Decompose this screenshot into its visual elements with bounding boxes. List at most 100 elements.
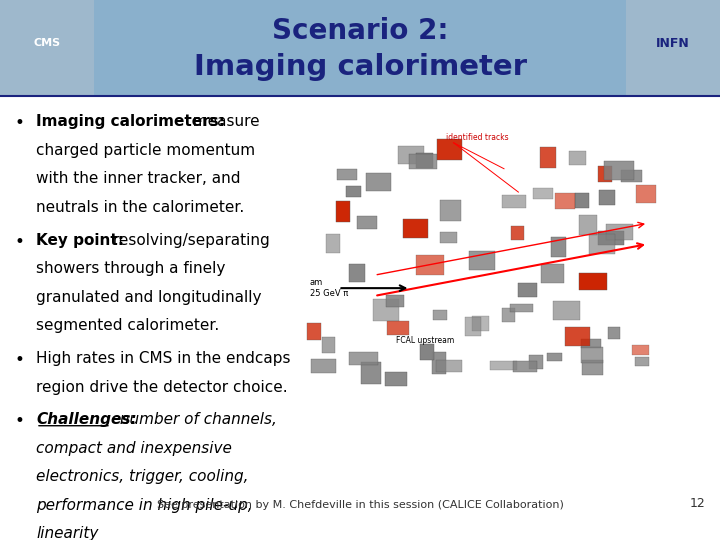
Text: Imaging calorimeters:: Imaging calorimeters:: [36, 114, 225, 129]
FancyBboxPatch shape: [361, 362, 381, 384]
Text: performance in high pile-up,: performance in high pile-up,: [36, 498, 253, 513]
FancyBboxPatch shape: [326, 234, 341, 253]
FancyBboxPatch shape: [437, 139, 462, 160]
FancyBboxPatch shape: [575, 193, 588, 208]
Text: High rates in CMS in the endcaps: High rates in CMS in the endcaps: [36, 351, 290, 366]
FancyBboxPatch shape: [569, 151, 586, 165]
FancyBboxPatch shape: [541, 264, 564, 282]
Text: •: •: [14, 412, 24, 430]
FancyBboxPatch shape: [581, 340, 601, 348]
FancyBboxPatch shape: [580, 273, 607, 291]
FancyBboxPatch shape: [636, 185, 657, 204]
FancyBboxPatch shape: [608, 327, 620, 339]
FancyBboxPatch shape: [384, 373, 407, 386]
FancyBboxPatch shape: [0, 0, 94, 96]
FancyBboxPatch shape: [599, 190, 615, 205]
FancyBboxPatch shape: [433, 309, 447, 320]
Text: compact and inexpensive: compact and inexpensive: [36, 441, 232, 456]
Text: •: •: [14, 351, 24, 369]
Text: 12: 12: [690, 497, 706, 510]
Text: •: •: [14, 233, 24, 251]
Text: 25 GeV π: 25 GeV π: [310, 289, 348, 298]
FancyBboxPatch shape: [546, 353, 562, 361]
FancyBboxPatch shape: [408, 154, 437, 169]
Text: granulated and longitudinally: granulated and longitudinally: [36, 289, 261, 305]
FancyBboxPatch shape: [565, 327, 590, 347]
FancyBboxPatch shape: [502, 194, 526, 208]
FancyBboxPatch shape: [503, 308, 515, 322]
FancyBboxPatch shape: [416, 255, 444, 275]
FancyBboxPatch shape: [387, 321, 409, 335]
FancyBboxPatch shape: [337, 169, 357, 180]
Text: Imaging calorimeter: Imaging calorimeter: [194, 53, 526, 81]
FancyBboxPatch shape: [323, 337, 335, 353]
FancyBboxPatch shape: [626, 0, 720, 96]
FancyBboxPatch shape: [598, 232, 624, 245]
FancyBboxPatch shape: [554, 193, 575, 209]
FancyBboxPatch shape: [464, 318, 481, 336]
FancyBboxPatch shape: [518, 282, 536, 296]
FancyBboxPatch shape: [581, 347, 603, 362]
FancyBboxPatch shape: [539, 147, 557, 167]
Text: measure: measure: [183, 114, 260, 129]
FancyBboxPatch shape: [636, 356, 649, 366]
Text: resolving/separating: resolving/separating: [108, 233, 270, 248]
FancyBboxPatch shape: [529, 355, 544, 369]
Text: segmented calorimeter.: segmented calorimeter.: [36, 318, 220, 333]
FancyBboxPatch shape: [469, 251, 495, 271]
FancyBboxPatch shape: [403, 219, 428, 238]
FancyBboxPatch shape: [604, 161, 634, 180]
Text: •: •: [14, 114, 24, 132]
FancyBboxPatch shape: [632, 345, 649, 355]
Text: region drive the detector choice.: region drive the detector choice.: [36, 380, 287, 395]
Text: Scenario 2:: Scenario 2:: [271, 17, 449, 45]
FancyBboxPatch shape: [94, 0, 626, 96]
FancyBboxPatch shape: [349, 264, 364, 281]
Text: See presentation by M. Chefdeville in this session (CALICE Collaboration): See presentation by M. Chefdeville in th…: [156, 500, 564, 510]
FancyBboxPatch shape: [373, 299, 399, 321]
FancyBboxPatch shape: [357, 215, 377, 229]
FancyBboxPatch shape: [386, 294, 404, 307]
Text: linearity: linearity: [36, 526, 99, 540]
Text: am: am: [310, 279, 323, 287]
Text: neutrals in the calorimeter.: neutrals in the calorimeter.: [36, 200, 244, 215]
Text: CMS: CMS: [33, 38, 60, 48]
Text: with the inner tracker, and: with the inner tracker, and: [36, 171, 240, 186]
FancyBboxPatch shape: [416, 153, 433, 168]
FancyBboxPatch shape: [510, 303, 533, 312]
FancyBboxPatch shape: [490, 361, 517, 370]
FancyBboxPatch shape: [0, 0, 720, 96]
Text: showers through a finely: showers through a finely: [36, 261, 225, 276]
Text: charged particle momentum: charged particle momentum: [36, 143, 255, 158]
FancyBboxPatch shape: [551, 238, 566, 256]
Text: identified tracks: identified tracks: [446, 133, 509, 142]
FancyBboxPatch shape: [533, 188, 552, 199]
Text: Key point:: Key point:: [36, 233, 124, 248]
FancyBboxPatch shape: [440, 232, 456, 242]
FancyBboxPatch shape: [589, 234, 615, 254]
FancyBboxPatch shape: [432, 353, 446, 374]
FancyBboxPatch shape: [349, 352, 378, 365]
FancyBboxPatch shape: [513, 361, 536, 372]
FancyBboxPatch shape: [582, 360, 603, 375]
Text: Challenges:: Challenges:: [36, 412, 137, 427]
FancyBboxPatch shape: [420, 344, 434, 360]
FancyBboxPatch shape: [606, 224, 632, 240]
FancyBboxPatch shape: [472, 316, 490, 331]
Text: number of channels,: number of channels,: [115, 412, 276, 427]
Text: INFN: INFN: [657, 37, 690, 50]
FancyBboxPatch shape: [511, 226, 524, 240]
FancyBboxPatch shape: [436, 360, 462, 372]
FancyBboxPatch shape: [553, 301, 580, 320]
Text: electronics, trigger, cooling,: electronics, trigger, cooling,: [36, 469, 248, 484]
FancyBboxPatch shape: [310, 359, 336, 373]
FancyBboxPatch shape: [439, 200, 462, 221]
FancyBboxPatch shape: [346, 186, 361, 197]
FancyBboxPatch shape: [397, 146, 423, 164]
Text: FCAL upstream: FCAL upstream: [396, 335, 454, 345]
FancyBboxPatch shape: [621, 170, 642, 183]
FancyBboxPatch shape: [336, 201, 349, 222]
FancyBboxPatch shape: [307, 322, 321, 340]
FancyBboxPatch shape: [580, 215, 597, 235]
FancyBboxPatch shape: [366, 173, 392, 191]
